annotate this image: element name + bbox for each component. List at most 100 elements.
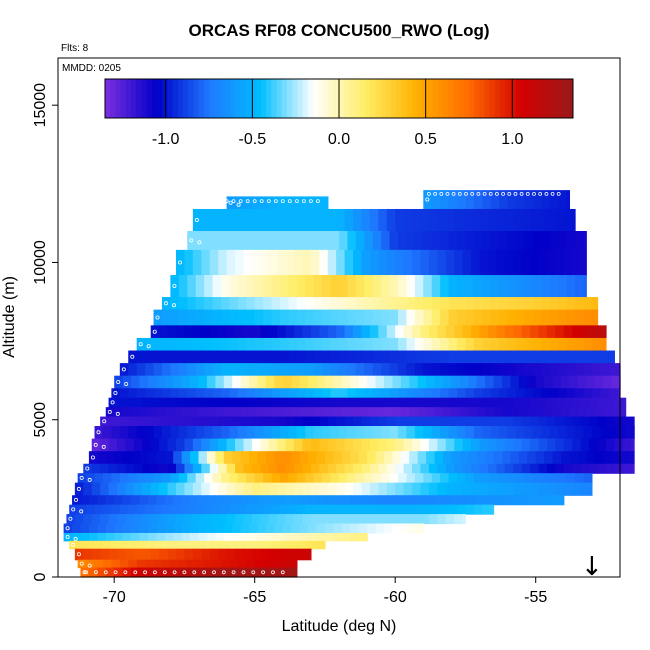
- heatmap-cell: [178, 363, 188, 377]
- heatmap-cell: [532, 190, 542, 210]
- heatmap-cell: [465, 363, 475, 377]
- heatmap-cell: [381, 337, 391, 352]
- heatmap-cell: [333, 523, 343, 534]
- heatmap-cell: [381, 388, 391, 399]
- heatmap-cell: [431, 426, 441, 440]
- heatmap-cell: [83, 548, 93, 561]
- heatmap-cell: [493, 375, 503, 389]
- heatmap-cell: [63, 523, 73, 534]
- heatmap-cell: [350, 407, 360, 418]
- colorbar-segment: [547, 79, 553, 118]
- heatmap-cell: [195, 297, 205, 311]
- heatmap-cell: [288, 231, 298, 251]
- heatmap-cell: [274, 495, 284, 506]
- heatmap-cell: [178, 337, 188, 352]
- heatmap-cell: [485, 451, 495, 465]
- heatmap-cell: [414, 309, 424, 326]
- heatmap-cell: [605, 325, 607, 339]
- heatmap-cell: [192, 249, 202, 276]
- heatmap-cell: [631, 438, 635, 452]
- heatmap-cell: [119, 426, 129, 440]
- heatmap-cell: [279, 504, 290, 515]
- heatmap-cell: [153, 309, 163, 326]
- heatmap-cell: [122, 523, 132, 534]
- plot-frame: [57, 57, 621, 578]
- heatmap-cell: [288, 388, 298, 399]
- heatmap-cell: [327, 514, 337, 525]
- heatmap-cell: [243, 249, 253, 276]
- heatmap-cell: [434, 407, 444, 418]
- heatmap-cell: [521, 463, 531, 474]
- heatmap-cell: [524, 275, 534, 298]
- heatmap-cell: [94, 426, 104, 440]
- heatmap-cell: [260, 548, 270, 561]
- sample-point: [107, 409, 112, 414]
- heatmap-cell: [563, 463, 573, 474]
- heatmap-cell: [381, 350, 391, 364]
- heatmap-cell: [400, 523, 410, 534]
- colorbar-segment: [443, 79, 449, 118]
- heatmap-cell: [142, 438, 152, 452]
- heatmap-cell: [431, 275, 441, 298]
- heatmap-cell: [313, 309, 323, 326]
- heatmap-cell: [204, 337, 214, 352]
- colorbar-segment: [146, 79, 153, 118]
- heatmap-cell: [285, 548, 295, 561]
- heatmap-cell: [327, 482, 337, 496]
- heatmap-cell: [490, 363, 500, 377]
- colorbar-segment: [188, 79, 194, 118]
- heatmap-cell: [97, 495, 107, 506]
- heatmap-cell: [414, 337, 424, 352]
- heatmap-cell: [361, 514, 371, 525]
- heatmap-cell: [473, 231, 483, 251]
- heatmap-cell: [313, 231, 323, 251]
- heatmap-cell: [215, 532, 225, 542]
- heatmap-cell: [181, 451, 191, 465]
- heatmap-cell: [400, 451, 410, 465]
- heatmap-cell: [159, 397, 169, 408]
- heatmap-cell: [583, 231, 587, 251]
- heatmap-cell: [274, 451, 284, 465]
- colorbar-segment: [536, 79, 543, 118]
- heatmap-cell: [372, 275, 382, 298]
- heatmap-cell: [212, 297, 222, 311]
- heatmap-cell: [209, 397, 219, 408]
- heatmap-cell: [296, 231, 306, 251]
- heatmap-cell: [125, 397, 135, 408]
- heatmap-cell: [566, 350, 576, 364]
- heatmap-cell: [170, 309, 180, 326]
- heatmap-cell: [493, 495, 503, 506]
- heatmap-cell: [128, 473, 138, 484]
- heatmap-cell: [232, 451, 242, 465]
- heatmap-cell: [445, 438, 455, 452]
- heatmap-cell: [260, 325, 270, 339]
- heatmap-cell: [465, 504, 475, 515]
- heatmap-cell: [263, 473, 273, 484]
- heatmap-cell: [580, 416, 590, 427]
- heatmap-cell: [133, 463, 143, 474]
- heatmap-cell: [501, 407, 512, 418]
- sample-point: [231, 199, 236, 204]
- heatmap-cell: [459, 375, 469, 389]
- heatmap-cell: [237, 540, 247, 550]
- heatmap-cell: [355, 504, 365, 515]
- heatmap-cell: [417, 495, 427, 506]
- heatmap-cell: [521, 482, 531, 496]
- sample-point: [115, 411, 120, 416]
- sample-point: [94, 570, 98, 575]
- heatmap-cell: [308, 532, 318, 542]
- heatmap-cell: [223, 495, 233, 506]
- heatmap-cell: [282, 567, 292, 578]
- heatmap-cell: [605, 463, 615, 474]
- heatmap-cell: [575, 309, 585, 326]
- heatmap-cell: [597, 463, 607, 474]
- heatmap-cell: [142, 416, 152, 427]
- heatmap-cell: [229, 363, 239, 377]
- heatmap-cell: [313, 275, 323, 298]
- heatmap-cell: [406, 337, 416, 352]
- heatmap-cell: [538, 325, 548, 339]
- heatmap-cell: [167, 463, 177, 474]
- heatmap-cell: [364, 363, 374, 377]
- heatmap-cell: [288, 559, 298, 569]
- heatmap-cell: [131, 407, 141, 418]
